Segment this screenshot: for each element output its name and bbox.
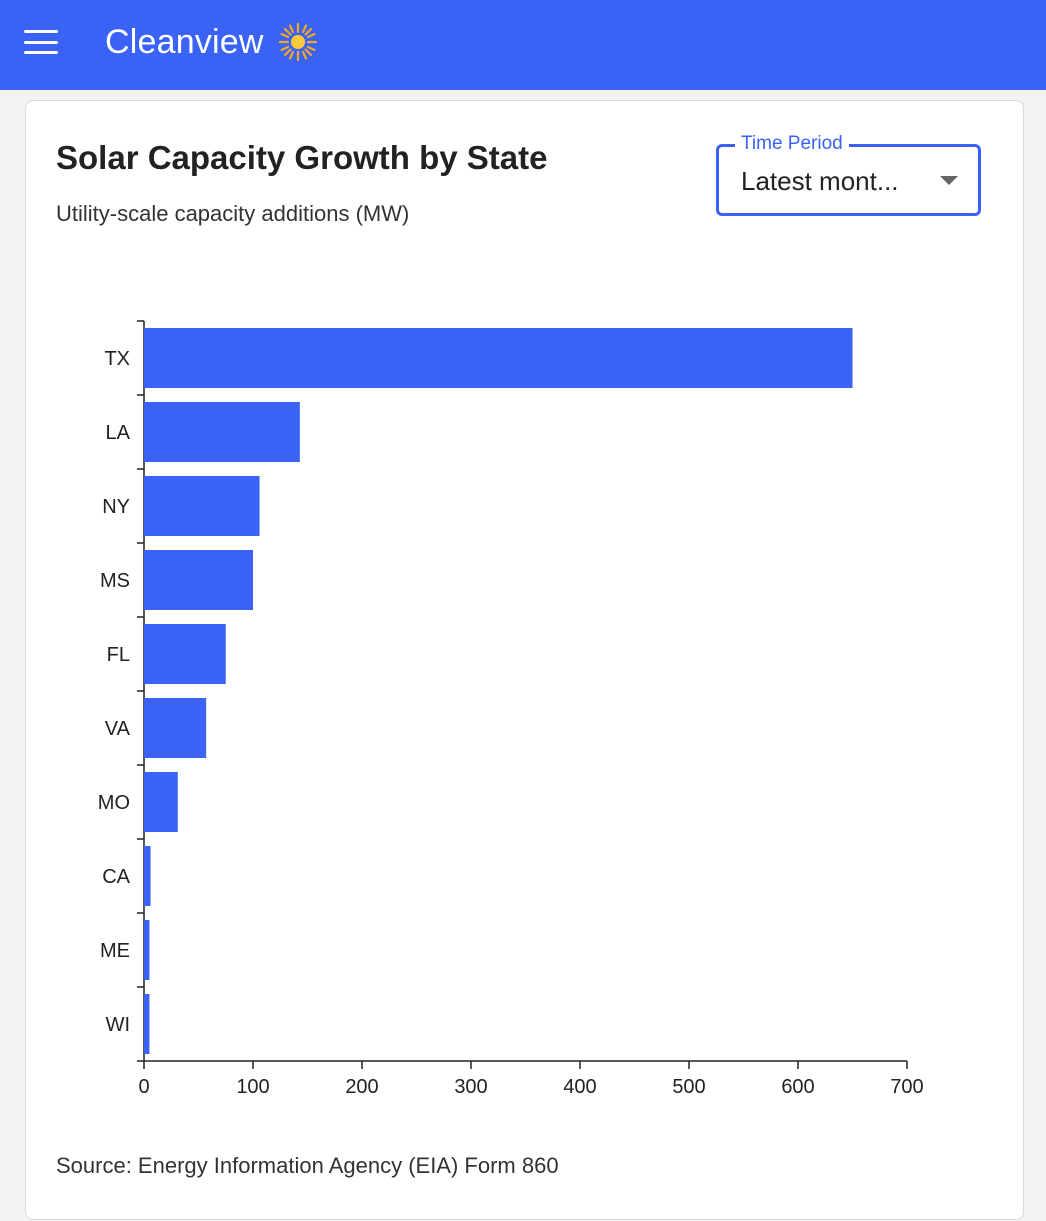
y-tick-label-ny: NY bbox=[102, 496, 130, 518]
y-tick-label-ms: MS bbox=[100, 570, 130, 592]
chart-title: Solar Capacity Growth by State bbox=[56, 139, 548, 176]
time-period-value: Latest mont... bbox=[741, 166, 899, 196]
x-tick-label-600: 600 bbox=[781, 1076, 814, 1098]
x-tick-label-400: 400 bbox=[563, 1076, 596, 1098]
bar-ms bbox=[144, 550, 253, 610]
y-tick-label-la: LA bbox=[106, 422, 131, 444]
y-tick-label-ca: CA bbox=[102, 866, 130, 888]
bar-me bbox=[144, 920, 150, 980]
bar-wi bbox=[144, 994, 150, 1054]
app-name: Cleanview bbox=[105, 22, 264, 61]
bar-fl bbox=[144, 624, 226, 684]
bar-tx bbox=[144, 328, 853, 388]
source-note: Source: Energy Information Agency (EIA) … bbox=[56, 1153, 559, 1178]
y-tick-label-va: VA bbox=[105, 718, 131, 740]
y-tick-label-me: ME bbox=[100, 940, 130, 962]
chart-card: Solar Capacity Growth by State Utility-s… bbox=[25, 100, 1024, 1220]
brand[interactable]: Cleanview bbox=[105, 22, 318, 62]
bar-la bbox=[144, 402, 300, 462]
bar-ny bbox=[144, 476, 260, 536]
x-tick-label-0: 0 bbox=[138, 1076, 149, 1098]
sun-icon bbox=[278, 22, 317, 62]
x-tick-label-200: 200 bbox=[345, 1076, 378, 1098]
time-period-select[interactable]: Time Period Latest mont... bbox=[716, 133, 981, 216]
bar-ca bbox=[144, 846, 151, 906]
time-period-label: Time Period bbox=[735, 133, 849, 155]
x-tick-label-100: 100 bbox=[236, 1076, 269, 1098]
chevron-down-icon bbox=[940, 176, 958, 185]
bar-chart: TX LA NY MS FL VA MO CA ME WI 0 100 200 300 400 500 600 7… bbox=[98, 320, 924, 1098]
x-tick-label-300: 300 bbox=[454, 1076, 487, 1098]
bar-va bbox=[144, 698, 207, 758]
app-header: Cleanview bbox=[0, 0, 1046, 90]
x-tick-label-500: 500 bbox=[672, 1076, 705, 1098]
y-tick-label-mo: MO bbox=[98, 792, 130, 814]
y-tick-label-tx: TX bbox=[104, 348, 130, 370]
y-tick-label-fl: FL bbox=[107, 644, 130, 666]
y-tick-label-wi: WI bbox=[106, 1014, 130, 1036]
hamburger-menu-icon[interactable] bbox=[24, 30, 58, 54]
chart-subtitle: Utility-scale capacity additions (MW) bbox=[56, 201, 410, 226]
bar-mo bbox=[144, 772, 178, 832]
x-tick-label-700: 700 bbox=[890, 1076, 923, 1098]
